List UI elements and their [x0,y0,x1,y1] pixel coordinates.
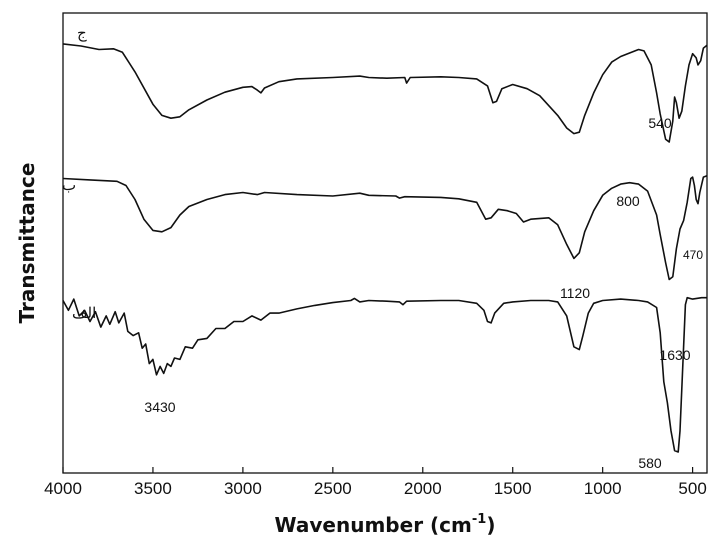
series-line-2 [62,296,707,453]
x-tick-label: 1500 [494,479,532,498]
x-axis-title: Wavenumber (cm-1) [275,512,496,537]
x-axis-title-main: Wavenumber (cm [275,513,472,537]
x-tick-label: 3500 [134,479,172,498]
x-axis-title-end: ) [486,513,495,537]
x-axis-title-superscript: -1 [472,512,486,527]
peak-label-470: 470 [683,248,703,262]
x-axis-ticks: 4000 3500 3000 2500 2000 1500 1000 500 [44,467,707,498]
series-label-1: ب [62,176,76,194]
peak-label-1120: 1120 [560,285,590,301]
peak-label-800: 800 [616,193,640,209]
series-label-2: الف [72,304,96,322]
peak-label-3430: 3430 [144,399,175,415]
y-axis-title: Transmittance [15,163,39,324]
x-tick-label: 4000 [44,479,82,498]
series-line-1 [62,174,708,281]
annotation-layer: ج ب الف 540 800 1120 470 1630 3430 580 [62,24,703,471]
x-tick-label: 2000 [404,479,442,498]
peak-label-1630: 1630 [659,347,690,363]
peak-label-580: 580 [638,455,662,471]
x-tick-label: 1000 [584,479,622,498]
plot-frame [62,12,708,474]
x-tick-label: 500 [678,479,706,498]
x-tick-label: 2500 [314,479,352,498]
series-layer [62,43,708,453]
peak-label-540: 540 [648,115,672,131]
series-label-0: ج [77,24,87,42]
x-tick-label: 3000 [224,479,262,498]
series-line-0 [62,43,708,143]
